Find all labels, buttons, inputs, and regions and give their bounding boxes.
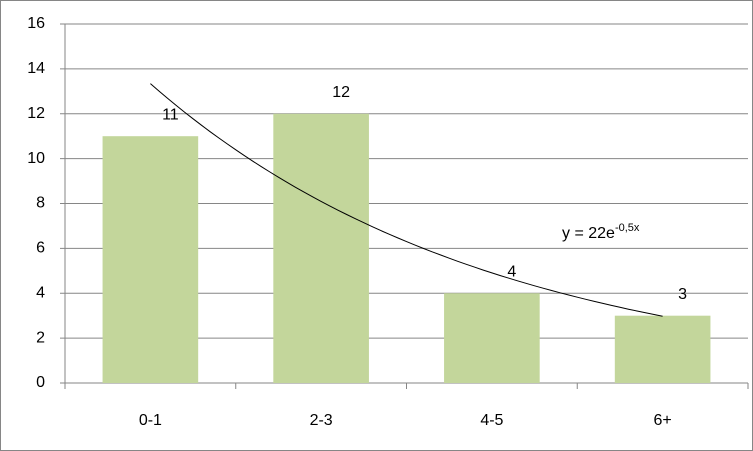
y-tick-label: 4 [36,284,45,301]
x-tick-label: 0-1 [139,412,162,429]
x-tick-label: 6+ [654,412,672,429]
y-tick-label: 2 [36,329,45,346]
trendline-label-base: y = 22e [562,225,615,242]
y-tick-label: 14 [27,60,45,77]
y-tick-label: 16 [27,15,45,32]
trendline-label-exponent: -0,5x [615,222,640,234]
trendline [150,83,663,317]
y-tick-label: 0 [36,374,45,391]
x-tick-label: 4-5 [480,412,503,429]
bar [273,113,369,383]
bar [444,293,540,383]
x-tick-label: 2-3 [310,412,333,429]
trendline-label: y = 22e-0,5x [562,222,640,242]
data-label: 3 [678,286,687,303]
y-tick-label: 12 [27,105,45,122]
bar [614,315,711,383]
bar [102,136,199,383]
y-tick-label: 10 [27,150,45,167]
data-label: 11 [162,106,179,123]
y-tick-label: 8 [36,195,45,212]
data-label: 12 [332,84,350,101]
data-label: 4 [507,263,516,280]
y-tick-label: 6 [36,240,45,257]
